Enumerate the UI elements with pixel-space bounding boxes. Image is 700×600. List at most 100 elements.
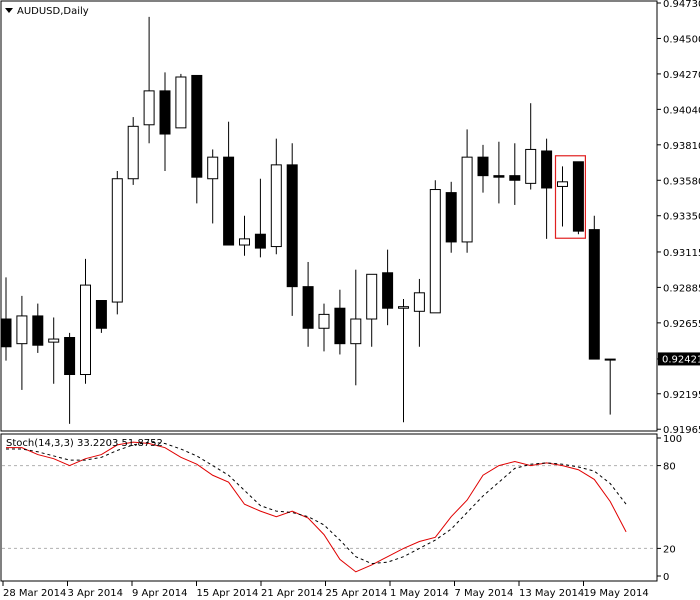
price-tick-label: 0.92655 bbox=[663, 319, 700, 330]
candle-body bbox=[445, 192, 457, 243]
candle-body bbox=[525, 148, 537, 184]
candle-body bbox=[127, 125, 139, 180]
price-tick-label: 0.93115 bbox=[663, 248, 700, 259]
indicator-panel[interactable] bbox=[0, 433, 658, 582]
candle bbox=[588, 215, 600, 360]
candle bbox=[64, 332, 76, 424]
candle-body bbox=[334, 307, 346, 345]
candle bbox=[239, 215, 250, 256]
candle bbox=[286, 143, 298, 316]
candle bbox=[398, 298, 409, 423]
symbol-header[interactable]: AUDUSD,Daily bbox=[5, 6, 89, 17]
candle-body bbox=[509, 175, 521, 181]
candle-body bbox=[477, 156, 489, 177]
candle bbox=[350, 269, 362, 386]
stoch-tick-label: 80 bbox=[663, 462, 676, 473]
candle-body bbox=[64, 337, 76, 376]
candle-body bbox=[461, 156, 473, 243]
candle bbox=[382, 249, 394, 326]
stoch-tick-label: 20 bbox=[663, 544, 676, 555]
candle bbox=[223, 121, 235, 246]
candle bbox=[477, 144, 489, 193]
candle-body bbox=[239, 238, 250, 246]
stochastic-lines bbox=[6, 441, 627, 573]
time-tick-label: 28 Mar 2014 bbox=[3, 588, 66, 599]
candle bbox=[461, 129, 473, 253]
candle bbox=[493, 141, 505, 204]
candle bbox=[270, 138, 282, 255]
candle bbox=[509, 143, 521, 205]
indicator-label[interactable]: Stoch(14,3,3) 33.2203 51.8752 bbox=[6, 438, 163, 449]
candle bbox=[175, 73, 187, 129]
time-tick-label: 15 Apr 2014 bbox=[197, 588, 259, 599]
time-tick-label: 9 Apr 2014 bbox=[132, 588, 187, 599]
candle bbox=[318, 303, 330, 352]
candle bbox=[159, 72, 171, 172]
candle-body bbox=[286, 164, 298, 288]
candle bbox=[572, 161, 584, 235]
candle-body bbox=[413, 292, 425, 312]
stoch-signal-line bbox=[6, 441, 627, 565]
candle-body bbox=[350, 318, 362, 345]
time-tick-label: 7 May 2014 bbox=[455, 588, 514, 599]
time-axis: 28 Mar 2014 3 Apr 2014 9 Apr 2014 15 Apr 20… bbox=[2, 581, 649, 599]
candle-body bbox=[254, 233, 266, 249]
time-tick-label: 1 May 2014 bbox=[390, 588, 449, 599]
candle-body bbox=[159, 90, 171, 135]
stoch-tick-label: 0 bbox=[663, 572, 669, 583]
time-tick-label: 25 Apr 2014 bbox=[326, 588, 388, 599]
candle-body bbox=[175, 76, 187, 129]
candle-body bbox=[382, 272, 394, 309]
price-tick-label: 0.91965 bbox=[663, 425, 700, 436]
price-panel[interactable] bbox=[0, 0, 658, 432]
candle bbox=[525, 103, 537, 190]
candle bbox=[127, 117, 139, 185]
candle-body bbox=[111, 178, 123, 303]
candle-body bbox=[366, 273, 378, 320]
candle bbox=[16, 295, 28, 390]
candle bbox=[191, 74, 203, 204]
candle-body bbox=[557, 181, 568, 187]
candle bbox=[413, 278, 425, 347]
candle bbox=[445, 181, 457, 253]
candlestick-series bbox=[0, 16, 616, 424]
candle-body bbox=[223, 156, 235, 246]
candle-body bbox=[572, 161, 584, 232]
candle bbox=[48, 317, 60, 384]
candle bbox=[0, 277, 12, 361]
highlight-box bbox=[554, 155, 586, 239]
time-tick-label: 19 May 2014 bbox=[584, 588, 649, 599]
dropdown-triangle-icon[interactable] bbox=[5, 8, 13, 13]
candle bbox=[604, 358, 616, 415]
candle-body bbox=[588, 229, 600, 360]
candle bbox=[429, 180, 441, 314]
stoch-main-line bbox=[6, 441, 627, 573]
candle bbox=[207, 149, 219, 224]
candle bbox=[32, 303, 44, 353]
candle-body bbox=[16, 315, 28, 345]
candle-body bbox=[143, 90, 155, 126]
symbol-label: AUDUSD,Daily bbox=[17, 6, 89, 17]
candle bbox=[541, 138, 553, 239]
candle bbox=[80, 258, 91, 384]
candle bbox=[254, 178, 266, 258]
price-tick-label: 0.92195 bbox=[663, 390, 700, 401]
candle-body bbox=[429, 189, 441, 314]
candle bbox=[143, 16, 155, 144]
candle-body bbox=[604, 358, 616, 361]
candle bbox=[366, 273, 378, 347]
candle-body bbox=[95, 300, 107, 329]
candle-body bbox=[398, 306, 409, 309]
time-tick-label: 21 Apr 2014 bbox=[261, 588, 323, 599]
price-tick-label: 0.92885 bbox=[663, 283, 700, 294]
candle-body bbox=[207, 156, 219, 180]
